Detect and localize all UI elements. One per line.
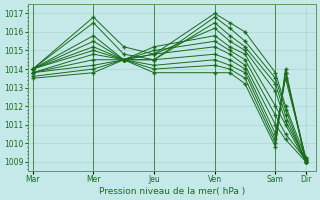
X-axis label: Pression niveau de la mer( hPa ): Pression niveau de la mer( hPa ) <box>99 187 245 196</box>
